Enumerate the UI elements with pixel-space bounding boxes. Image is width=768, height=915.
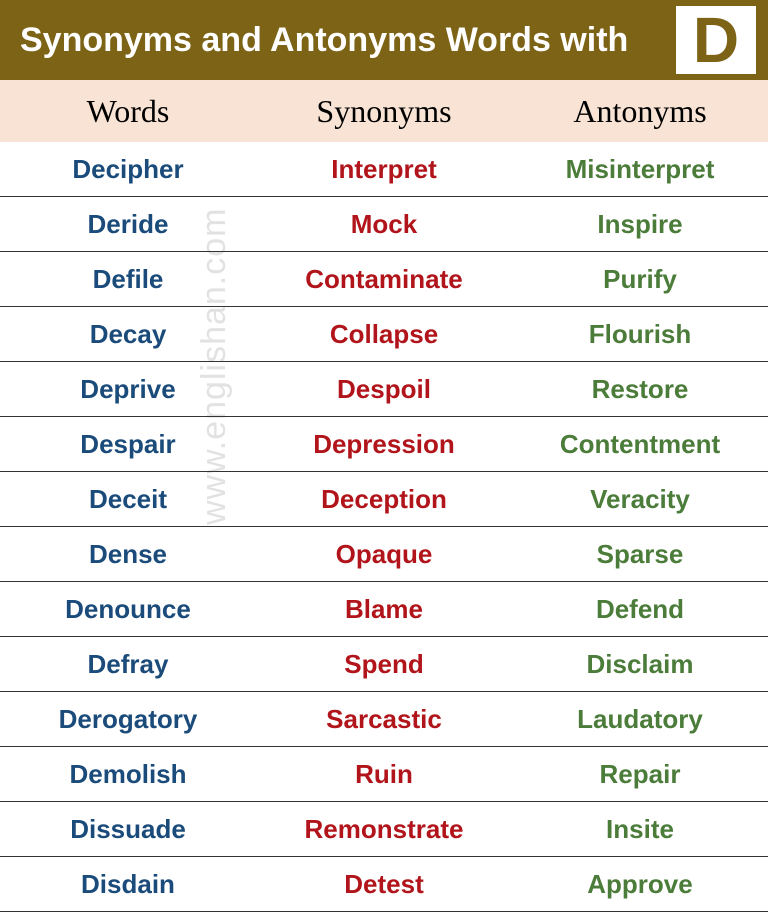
page-title: Synonyms and Antonyms Words with <box>20 21 668 60</box>
antonym-cell: Insite <box>512 814 768 845</box>
table-row: DeceitDeceptionVeracity <box>0 472 768 527</box>
antonym-cell: Repair <box>512 759 768 790</box>
table-row: DisdainDetestApprove <box>0 857 768 912</box>
table-row: DerogatorySarcasticLaudatory <box>0 692 768 747</box>
synonym-cell: Spend <box>256 649 512 680</box>
antonym-cell: Misinterpret <box>512 154 768 185</box>
synonym-cell: Interpret <box>256 154 512 185</box>
word-cell: Defile <box>0 264 256 295</box>
table-row: DefraySpendDisclaim <box>0 637 768 692</box>
column-header-synonyms: Synonyms <box>256 93 512 130</box>
synonym-cell: Opaque <box>256 539 512 570</box>
word-cell: Disdain <box>0 869 256 900</box>
antonym-cell: Sparse <box>512 539 768 570</box>
word-cell: Despair <box>0 429 256 460</box>
antonym-cell: Disclaim <box>512 649 768 680</box>
table-row: DecayCollapseFlourish <box>0 307 768 362</box>
synonym-cell: Mock <box>256 209 512 240</box>
column-header-row: Words Synonyms Antonyms <box>0 80 768 142</box>
synonym-cell: Deception <box>256 484 512 515</box>
word-cell: Deprive <box>0 374 256 405</box>
word-cell: Defray <box>0 649 256 680</box>
table-row: DecipherInterpretMisinterpret <box>0 142 768 197</box>
antonym-cell: Approve <box>512 869 768 900</box>
synonym-cell: Blame <box>256 594 512 625</box>
antonym-cell: Purify <box>512 264 768 295</box>
column-header-words: Words <box>0 93 256 130</box>
letter-box: D <box>676 6 756 74</box>
synonym-cell: Remonstrate <box>256 814 512 845</box>
header-bar: Synonyms and Antonyms Words with D <box>0 0 768 80</box>
table-row: DissuadeRemonstrateInsite <box>0 802 768 857</box>
rows-container: DecipherInterpretMisinterpretDerideMockI… <box>0 142 768 912</box>
table-row: DefileContaminatePurify <box>0 252 768 307</box>
table-row: DenounceBlameDefend <box>0 582 768 637</box>
word-cell: Demolish <box>0 759 256 790</box>
synonym-cell: Detest <box>256 869 512 900</box>
synonym-cell: Ruin <box>256 759 512 790</box>
letter-d: D <box>693 8 739 72</box>
synonym-cell: Contaminate <box>256 264 512 295</box>
synonym-cell: Despoil <box>256 374 512 405</box>
synonym-cell: Collapse <box>256 319 512 350</box>
word-cell: Decay <box>0 319 256 350</box>
antonym-cell: Restore <box>512 374 768 405</box>
word-cell: Dissuade <box>0 814 256 845</box>
antonym-cell: Defend <box>512 594 768 625</box>
word-cell: Dense <box>0 539 256 570</box>
table-row: DespairDepressionContentment <box>0 417 768 472</box>
word-cell: Denounce <box>0 594 256 625</box>
word-cell: Decipher <box>0 154 256 185</box>
table-row: DepriveDespoilRestore <box>0 362 768 417</box>
synonym-cell: Depression <box>256 429 512 460</box>
antonym-cell: Veracity <box>512 484 768 515</box>
antonym-cell: Inspire <box>512 209 768 240</box>
table-row: DemolishRuinRepair <box>0 747 768 802</box>
word-cell: Deride <box>0 209 256 240</box>
column-header-antonyms: Antonyms <box>512 93 768 130</box>
antonym-cell: Contentment <box>512 429 768 460</box>
word-cell: Derogatory <box>0 704 256 735</box>
antonym-cell: Laudatory <box>512 704 768 735</box>
synonym-cell: Sarcastic <box>256 704 512 735</box>
word-cell: Deceit <box>0 484 256 515</box>
table-row: DerideMockInspire <box>0 197 768 252</box>
antonym-cell: Flourish <box>512 319 768 350</box>
table-row: DenseOpaqueSparse <box>0 527 768 582</box>
